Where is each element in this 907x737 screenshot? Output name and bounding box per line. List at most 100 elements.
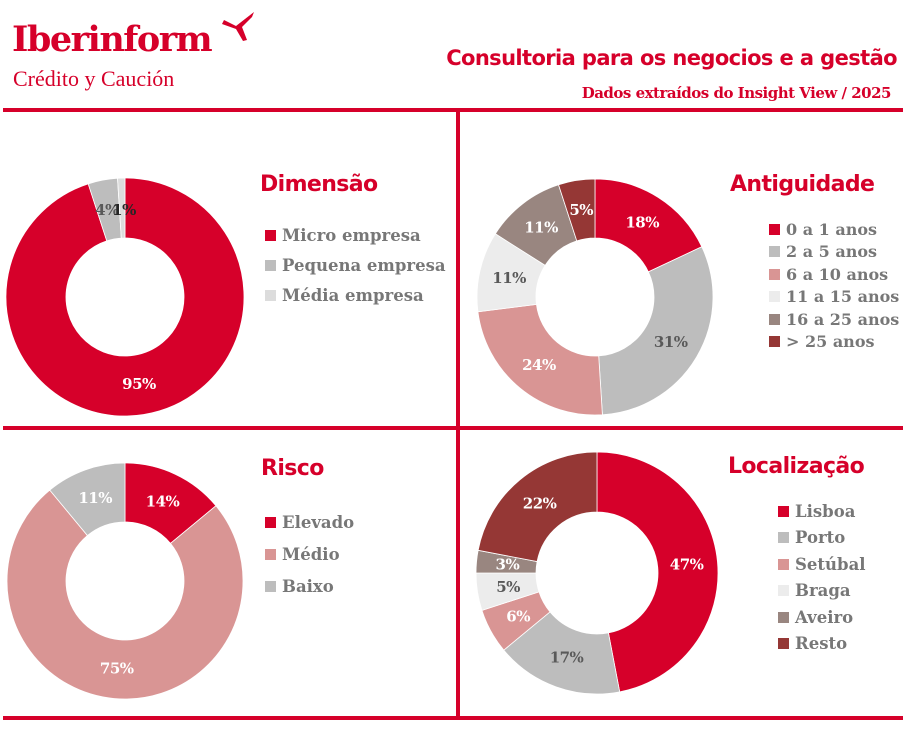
- donut-segment-lisboa: [596, 451, 719, 693]
- legend-label: Médio: [282, 544, 340, 564]
- data-label: 17%: [550, 649, 584, 667]
- page-title: Consultoria para os negocios e a gestão: [446, 46, 897, 70]
- legend-item: Baixo: [265, 570, 354, 602]
- data-label: 5%: [569, 201, 593, 219]
- panel-antiguidade: 18% 31% 24% 11% 11% 5% Antiguidade 0 a 1 anos…: [460, 112, 907, 426]
- chart-title: Dimensão: [260, 172, 378, 197]
- legend-item: Médio: [265, 538, 354, 570]
- data-label: 11%: [78, 489, 112, 507]
- legend-swatch: [265, 259, 276, 271]
- legend-label: Elevado: [282, 512, 355, 532]
- legend-label: Aveiro: [795, 607, 854, 627]
- legend-swatch: [769, 223, 780, 235]
- logo-wordmark: Iberinform: [12, 19, 213, 60]
- legend-swatch: [769, 291, 780, 303]
- chart-legend: Lisboa Porto Setúbal Braga Aveiro Resto: [778, 498, 866, 657]
- legend-swatch: [778, 638, 789, 650]
- data-label: 4%: [95, 201, 119, 219]
- data-label: 1%: [112, 201, 136, 219]
- data-label: 95%: [122, 375, 156, 393]
- legend-swatch: [769, 268, 780, 280]
- donut-chart-dimensao: 95% 4%1%: [5, 177, 245, 417]
- data-label: 11%: [492, 269, 526, 287]
- legend-swatch: [265, 516, 276, 528]
- legend-item: > 25 anos: [769, 331, 899, 354]
- legend-label: 6 a 10 anos: [786, 264, 889, 284]
- legend-swatch: [769, 313, 780, 325]
- legend-label: 0 a 1 anos: [786, 219, 878, 239]
- panel-dimensao: 95% 4% 1% Dimensão Micro empresa Pequena em…: [0, 112, 456, 426]
- legend-label: 2 a 5 anos: [786, 242, 878, 262]
- legend-item: Micro empresa: [265, 220, 446, 250]
- legend-label: Baixo: [282, 576, 334, 596]
- legend-swatch: [265, 548, 276, 560]
- donut-chart-localizacao: 47% 17% 6% 5% 3% 22%: [475, 451, 719, 695]
- legend-swatch: [778, 558, 789, 570]
- donut-chart-risco: 14% 75% 11%: [6, 462, 244, 700]
- legend-swatch: [778, 505, 789, 517]
- legend-swatch: [265, 229, 276, 241]
- data-label: 18%: [625, 214, 659, 232]
- legend-item: 0 a 1 anos: [769, 218, 899, 241]
- footer-divider: [3, 716, 903, 720]
- legend-label: Braga: [795, 581, 851, 601]
- legend-label: Lisboa: [795, 501, 856, 521]
- page-subtitle: Dados extraídos do Insight View / 2025: [581, 84, 892, 102]
- chart-legend: Elevado Médio Baixo: [265, 506, 354, 602]
- chart-title: Risco: [261, 456, 324, 481]
- legend-label: > 25 anos: [786, 332, 875, 352]
- chart-title: Localização: [728, 454, 865, 479]
- legend-item: Aveiro: [778, 604, 866, 631]
- panel-risco: 14% 75% 11% Risco Elevado Médio Baixo: [0, 430, 456, 716]
- row-divider: [3, 426, 903, 430]
- chart-legend: Micro empresa Pequena empresa Média empres…: [265, 220, 446, 310]
- data-label: 6%: [506, 607, 530, 625]
- legend-label: 16 a 25 anos: [786, 309, 900, 329]
- legend-swatch: [265, 580, 276, 592]
- donut-segment-2-a-5-anos: [598, 246, 714, 416]
- legend-label: Média empresa: [282, 285, 424, 305]
- legend-item: Braga: [778, 578, 866, 605]
- legend-item: Porto: [778, 525, 866, 552]
- data-label: 5%: [496, 578, 520, 596]
- legend-label: Micro empresa: [282, 225, 421, 245]
- donut-segment-micro-empresa: [5, 177, 245, 417]
- legend-swatch: [778, 585, 789, 597]
- legend-item: 2 a 5 anos: [769, 241, 899, 264]
- logo-tagline: Crédito y Caución: [13, 66, 175, 91]
- legend-label: Setúbal: [795, 554, 866, 574]
- donut-segment-m-dia-empresa: [117, 177, 126, 239]
- donut-segment-baixo: [49, 462, 126, 537]
- header-divider: [3, 108, 903, 112]
- donut-segment-resto: [477, 451, 598, 563]
- legend-label: Pequena empresa: [282, 255, 446, 275]
- data-label: 3%: [496, 556, 520, 574]
- chart-title: Antiguidade: [730, 172, 875, 197]
- legend-label: Porto: [795, 528, 846, 548]
- donut-segment-6-a-10-anos: [477, 303, 603, 416]
- donut-segment-m-dio: [6, 489, 244, 700]
- legend-swatch: [778, 611, 789, 623]
- panel-localizacao: 47% 17% 6% 5% 3% 22% Localização Lisboa Porto S…: [460, 430, 907, 716]
- data-label: 11%: [524, 218, 558, 236]
- chart-legend: 0 a 1 anos 2 a 5 anos 6 a 10 anos 11 a 15 a…: [769, 218, 899, 353]
- data-label: 24%: [522, 356, 556, 374]
- legend-item: 11 a 15 anos: [769, 286, 899, 309]
- legend-swatch: [769, 336, 780, 348]
- donut-segment--25-anos: [558, 178, 596, 242]
- legend-swatch: [265, 289, 276, 301]
- legend-item: 6 a 10 anos: [769, 263, 899, 286]
- legend-swatch: [778, 532, 789, 544]
- data-label: 47%: [670, 556, 704, 574]
- legend-label: 11 a 15 anos: [786, 287, 900, 307]
- legend-item: Setúbal: [778, 551, 866, 578]
- legend-item: Média empresa: [265, 280, 446, 310]
- legend-item: Resto: [778, 631, 866, 658]
- legend-swatch: [769, 246, 780, 258]
- data-label: 75%: [100, 660, 134, 678]
- data-label: 22%: [523, 495, 557, 513]
- legend-item: 16 a 25 anos: [769, 308, 899, 331]
- legend-item: Pequena empresa: [265, 250, 446, 280]
- donut-chart-antiguidade: 18% 31% 24% 11% 11% 5%: [476, 178, 714, 416]
- column-divider: [456, 112, 460, 718]
